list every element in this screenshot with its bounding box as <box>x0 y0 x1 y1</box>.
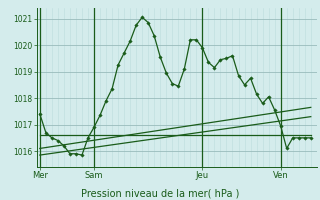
Text: Pression niveau de la mer( hPa ): Pression niveau de la mer( hPa ) <box>81 188 239 198</box>
